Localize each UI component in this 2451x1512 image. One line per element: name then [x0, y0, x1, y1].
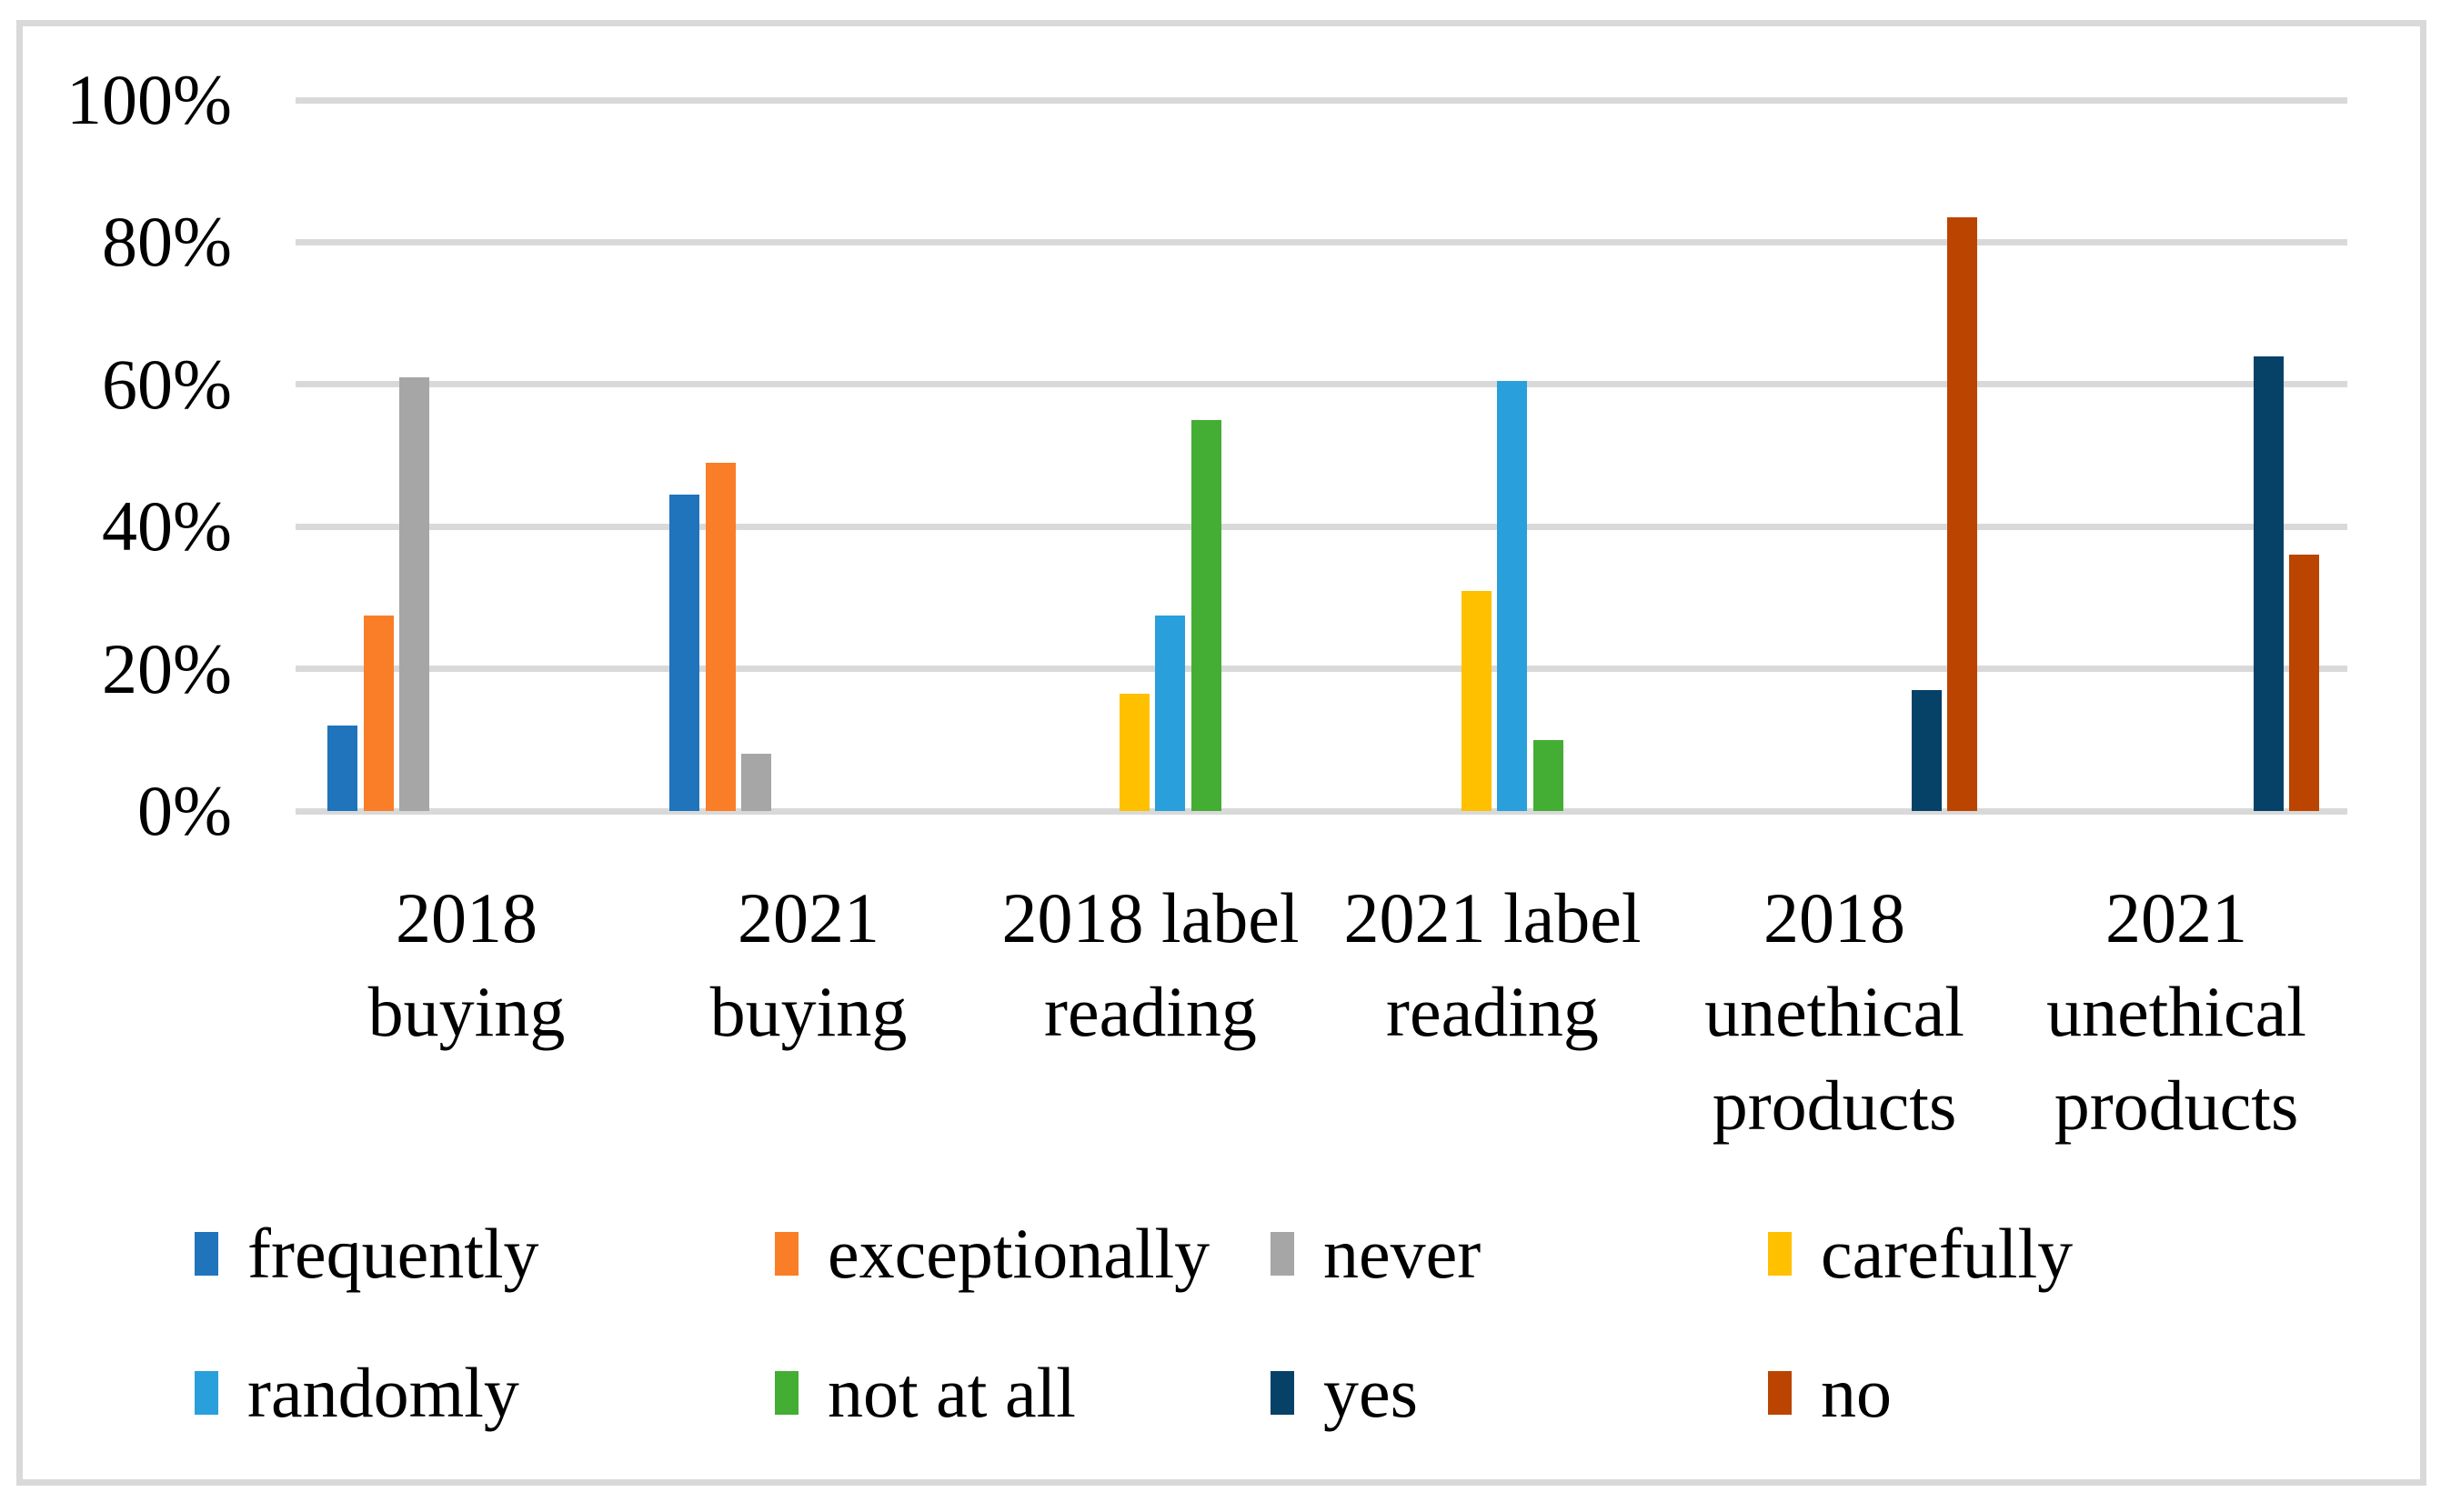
y-tick-label-40: 40% [102, 486, 232, 566]
bar-carefully-2021-label-reading [1461, 590, 1492, 811]
bar-no-2021-unethical-products [2289, 555, 2320, 811]
legend-label-randomly: randomly [247, 1353, 519, 1432]
y-tick-label-20: 20% [102, 628, 232, 708]
y-tick-label-60: 60% [102, 344, 232, 424]
bar-frequently-2018-buying [327, 726, 357, 811]
bar-exceptionally-2021-buying [705, 462, 736, 811]
bar-randomly-2021-label-reading [1497, 380, 1528, 811]
bar-not-at-all-2018-label-reading [1191, 419, 1221, 811]
x-axis-label-line: unethical [1704, 972, 1964, 1051]
x-axis-label-2021-label-reading: 2021 label reading [1321, 871, 1663, 1058]
x-axis-label-line: 2018 [1763, 878, 1905, 957]
x-axis-label-line: reading [1386, 972, 1599, 1051]
x-axis-label-2018-label-reading: 2018 label reading [979, 871, 1321, 1058]
x-axis-label-line: unethical [2046, 972, 2306, 1051]
bar-not-at-all-2021-label-reading [1533, 739, 1563, 811]
x-axis-label-line: buying [367, 972, 566, 1051]
bar-carefully-2018-label-reading [1119, 693, 1150, 811]
bar-frequently-2021-buying [669, 495, 699, 811]
bar-randomly-2018-label-reading [1155, 615, 1186, 811]
x-axis-label-line: 2021 label [1343, 878, 1642, 957]
legend-swatch-randomly [195, 1371, 218, 1415]
bar-never-2021-buying [741, 754, 772, 811]
legend-swatch-carefully [1768, 1232, 1792, 1276]
legend-label-yes: yes [1323, 1353, 1418, 1432]
y-tick-label-0: 0% [137, 771, 232, 850]
bar-yes-2018-unethical-products [1911, 690, 1942, 811]
legend-swatch-exceptionally [775, 1232, 799, 1276]
legend-label-no: no [1821, 1353, 1892, 1432]
legend-swatch-not-at-all [775, 1371, 799, 1415]
y-tick-label-100: 100% [66, 60, 232, 139]
gridline-100 [296, 96, 2347, 104]
gridline-60 [296, 381, 2347, 388]
gridline-0 [296, 807, 2347, 815]
x-axis-label-2018-unethical-products: 2018 unethical products [1663, 871, 2005, 1152]
legend-swatch-yes [1271, 1371, 1294, 1415]
bar-never-2018-buying [399, 376, 430, 811]
legend-swatch-no [1768, 1371, 1792, 1415]
legend-label-carefully: carefully [1821, 1214, 2074, 1293]
x-axis-label-2018-buying: 2018 buying [296, 871, 638, 1058]
x-axis-label-line: 2021 [2105, 878, 2247, 957]
x-axis-label-line: 2018 [396, 878, 537, 957]
legend-label-frequently: frequently [247, 1214, 539, 1293]
bar-exceptionally-2018-buying [363, 615, 394, 811]
legend-label-exceptionally: exceptionally [828, 1214, 1210, 1293]
gridline-80 [296, 238, 2347, 245]
x-axis-label-2021-buying: 2021 buying [638, 871, 979, 1058]
x-axis-label-line: 2018 label [1001, 878, 1300, 957]
x-axis-label-line: buying [709, 972, 908, 1051]
y-tick-label-80: 80% [102, 202, 232, 282]
gridline-40 [296, 523, 2347, 530]
legend-swatch-never [1271, 1232, 1294, 1276]
bar-yes-2021-unethical-products [2253, 355, 2284, 811]
legend-swatch-frequently [195, 1232, 218, 1276]
x-axis-label-line: products [2054, 1066, 2299, 1145]
legend-label-never: never [1323, 1214, 1482, 1293]
bar-no-2018-unethical-products [1947, 217, 1978, 811]
x-axis-label-line: 2021 [738, 878, 879, 957]
gridline-20 [296, 666, 2347, 673]
x-axis-label-line: reading [1044, 972, 1257, 1051]
x-axis-label-line: products [1712, 1066, 1957, 1145]
x-axis-label-2021-unethical-products: 2021 unethical products [2005, 871, 2347, 1152]
legend-label-not-at-all: not at all [828, 1353, 1076, 1432]
